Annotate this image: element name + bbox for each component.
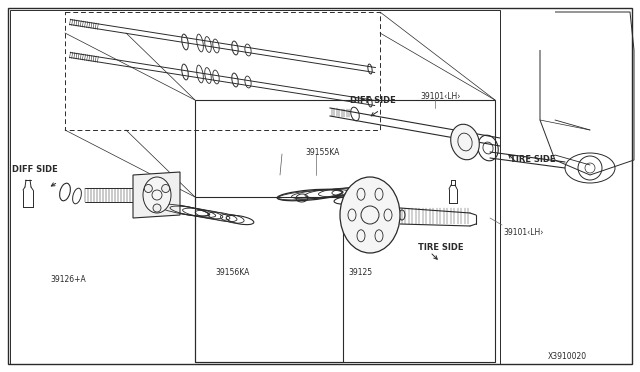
Polygon shape [133,172,180,218]
Text: 39126+A: 39126+A [50,275,86,284]
Text: 39101‹LH›: 39101‹LH› [420,92,460,101]
Circle shape [162,185,170,192]
Text: 39125: 39125 [348,268,372,277]
Bar [195,100,495,362]
Text: DIFF SIDE: DIFF SIDE [12,165,58,174]
Text: 39101‹LH›: 39101‹LH› [503,228,543,237]
Bar [10,10,500,364]
Text: TIRE SIDE: TIRE SIDE [418,243,463,252]
Bar [195,197,343,362]
Circle shape [153,204,161,212]
Text: DIFF SIDE: DIFF SIDE [350,96,396,105]
Circle shape [145,185,152,192]
Ellipse shape [451,124,479,160]
Text: X3910020: X3910020 [548,352,587,361]
Ellipse shape [143,177,171,213]
Text: 39156KA: 39156KA [215,268,250,277]
Text: 39155KA: 39155KA [305,148,339,157]
Text: TIRE SIDE: TIRE SIDE [510,155,556,164]
Ellipse shape [340,177,400,253]
